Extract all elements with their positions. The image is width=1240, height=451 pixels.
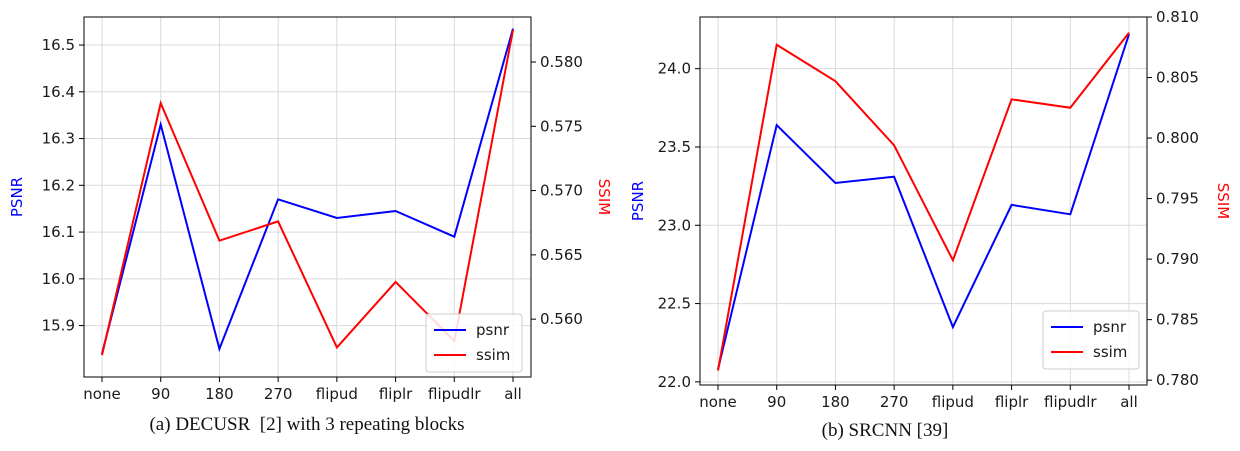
legend-box [1042, 310, 1140, 370]
x-tick-label: all [1120, 393, 1138, 411]
plot-frame [83, 16, 532, 378]
x-tick-label: flipudlr [1044, 393, 1097, 411]
y-tick-label: 16.2 [42, 176, 75, 194]
series-line-psnr [101, 28, 514, 354]
plot-frame [699, 16, 1148, 386]
y-tick-label: 22.5 [658, 295, 691, 313]
series-line-ssim [101, 29, 514, 356]
x-tick-label: flipudlr [428, 385, 481, 403]
x-tick-label: fliplr [379, 385, 413, 403]
y2-tick-label: 0.790 [1156, 250, 1199, 268]
y2-tick-label: 0.560 [540, 310, 583, 328]
y2-tick-label: 0.805 [1156, 69, 1199, 87]
y2-axis-title: SSIM [595, 179, 613, 215]
x-tick-label: none [83, 385, 120, 403]
x-tick-label: 270 [880, 393, 909, 411]
legend-box [425, 313, 523, 373]
x-tick-label: all [504, 385, 522, 403]
caption-decusr: (a) DECUSR [2] with 3 repeating blocks [149, 414, 465, 435]
y2-tick-label: 0.575 [540, 117, 583, 135]
y-tick-label: 23.5 [658, 138, 691, 156]
x-tick-label: 180 [205, 385, 234, 403]
y2-tick-label: 0.785 [1156, 311, 1199, 329]
x-tick-label: 180 [821, 393, 850, 411]
y-tick-label: 16.3 [42, 130, 75, 148]
series-line-ssim [717, 32, 1130, 371]
legend-label-ssim: ssim [1093, 343, 1127, 361]
y-tick-label: 23.0 [658, 216, 691, 234]
chart-decusr: none 90 180 270 flipud fliplr flipudlr all 15.9 1… [8, 16, 613, 403]
legend-label-psnr: psnr [476, 321, 510, 339]
x-tick-label: none [699, 393, 736, 411]
caption-srcnn: (b) SRCNN [39] [821, 420, 949, 441]
x-tick-label: flipud [316, 385, 358, 403]
y2-tick-label: 0.780 [1156, 371, 1199, 389]
y-axis-title: PSNR [629, 181, 647, 221]
y2-axis-title: SSIM [1214, 183, 1232, 219]
x-tick-label: fliplr [995, 393, 1029, 411]
legend-label-ssim: ssim [476, 346, 510, 364]
y2-tick-label: 0.580 [540, 53, 583, 71]
y2-tick-label: 0.570 [540, 182, 583, 200]
x-tick-label: 270 [264, 385, 293, 403]
y2-tick-label: 0.810 [1156, 8, 1199, 26]
y-tick-label: 16.5 [42, 36, 75, 54]
x-tick-label: 90 [151, 385, 170, 403]
y-tick-label: 15.9 [42, 317, 75, 335]
x-tick-label: flipud [932, 393, 974, 411]
y-tick-label: 16.4 [42, 83, 75, 101]
y-tick-label: 22.0 [658, 373, 691, 391]
x-tick-label: 90 [767, 393, 786, 411]
y2-tick-label: 0.800 [1156, 129, 1199, 147]
chart-srcnn: none 90 180 270 flipud fliplr flipudlr all 22.0 2… [629, 8, 1232, 411]
y2-tick-label: 0.795 [1156, 190, 1199, 208]
y-tick-label: 16.0 [42, 270, 75, 288]
series-line-psnr [717, 33, 1130, 370]
y2-tick-label: 0.565 [540, 246, 583, 264]
legend-label-psnr: psnr [1093, 318, 1127, 336]
y-tick-label: 24.0 [658, 60, 691, 78]
y-axis-title: PSNR [8, 177, 26, 217]
y-tick-label: 16.1 [42, 223, 75, 241]
